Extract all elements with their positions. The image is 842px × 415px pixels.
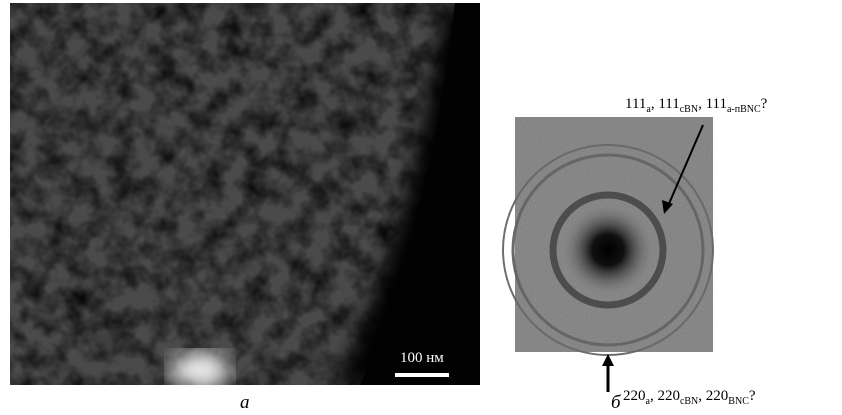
- label-part: 111: [625, 96, 646, 112]
- label-part: 220: [623, 388, 646, 404]
- label-sub: BNC: [728, 396, 749, 407]
- caption: а: [240, 392, 250, 413]
- scale-bar-label: 100 нм: [400, 350, 444, 366]
- label-part: , 111: [698, 96, 727, 112]
- label-part: , 220: [650, 388, 680, 404]
- label-sub: a: [646, 104, 651, 115]
- diffraction-pattern: [502, 117, 714, 356]
- label-sub: a: [646, 396, 651, 407]
- label-sub: cBN: [680, 104, 698, 115]
- tem-image: 100 нм: [10, 3, 480, 385]
- label-sub: a-пBNC: [727, 104, 761, 115]
- ring-label: 220a, 220cBN, 220BNC?: [623, 388, 756, 407]
- label-part: , 111: [651, 96, 680, 112]
- arrowhead: [602, 354, 614, 366]
- arrow: [667, 124, 704, 207]
- label-sub: cBN: [680, 396, 698, 407]
- label-part: , 220: [698, 388, 728, 404]
- ring-label: 111a, 111cBN, 111a-пBNC?: [625, 96, 768, 115]
- arrowhead: [662, 200, 673, 214]
- caption: б: [611, 392, 622, 413]
- label-part: ?: [749, 388, 756, 404]
- label-part: ?: [761, 96, 768, 112]
